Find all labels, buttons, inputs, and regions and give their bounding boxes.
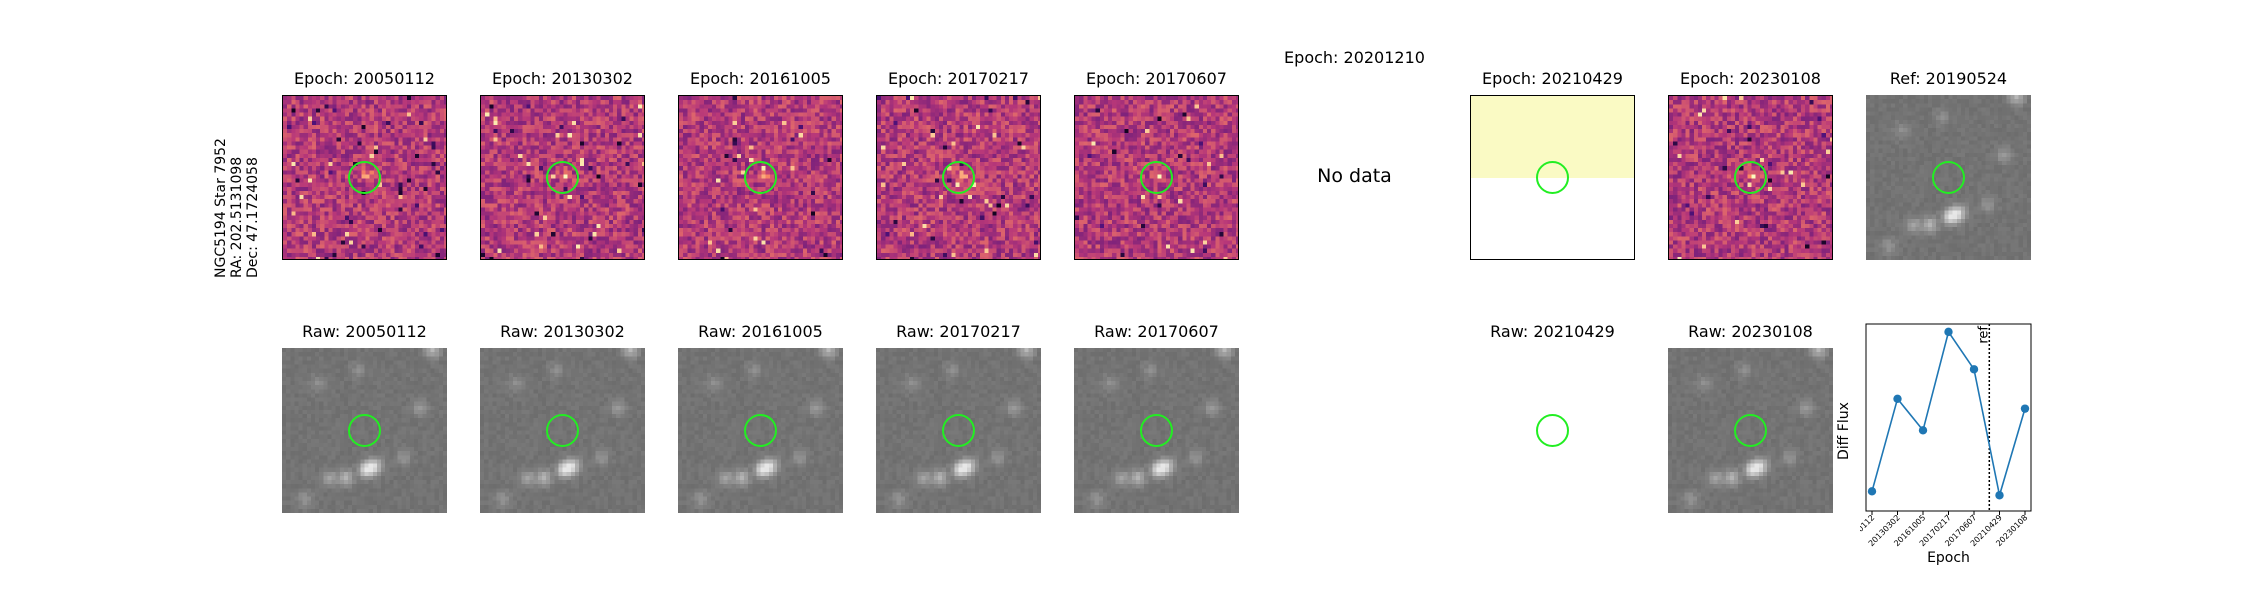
y-axis-label: Diff Flux [1836, 402, 1852, 460]
top_row-title-5: Epoch: 20201210 [1284, 48, 1425, 67]
aperture-circle [348, 161, 381, 194]
ref-label: ref [1976, 326, 1991, 344]
aperture-circle [744, 414, 777, 447]
aperture-circle [1140, 161, 1173, 194]
aperture-circle [348, 414, 381, 447]
aperture-circle [942, 414, 975, 447]
x-axis-label: Epoch [1927, 550, 1970, 566]
top_row-title-8: Ref: 20190524 [1890, 69, 2007, 88]
aperture-circle [1932, 161, 1965, 194]
data-point-20130302 [1893, 395, 1901, 403]
aperture-circle [546, 161, 579, 194]
series-line [1872, 332, 2025, 495]
light-curve-chart: ref2005011220130302201610052017021720170… [1860, 320, 2040, 600]
bottom_row-title-4: Raw: 20170607 [1094, 322, 1219, 341]
plot-frame [1866, 324, 2031, 511]
data-point-20170607 [1970, 365, 1978, 373]
star-dec: Dec: 47.1724058 [246, 157, 261, 278]
aperture-circle [546, 414, 579, 447]
top_row-title-4: Epoch: 20170607 [1086, 69, 1227, 88]
top_row-title-3: Epoch: 20170217 [888, 69, 1029, 88]
aperture-circle [744, 161, 777, 194]
aperture-circle [1536, 161, 1569, 194]
bottom_row-title-7: Raw: 20230108 [1688, 322, 1813, 341]
data-point-20050112 [1868, 487, 1876, 495]
aperture-circle [1734, 161, 1767, 194]
aperture-circle [1536, 414, 1569, 447]
top_row-title-6: Epoch: 20210429 [1482, 69, 1623, 88]
aperture-circle [1734, 414, 1767, 447]
top_row-title-7: Epoch: 20230108 [1680, 69, 1821, 88]
bottom_row-title-3: Raw: 20170217 [896, 322, 1021, 341]
bottom_row-title-1: Raw: 20130302 [500, 322, 625, 341]
bottom_row-title-6: Raw: 20210429 [1490, 322, 1615, 341]
top_row-title-1: Epoch: 20130302 [492, 69, 633, 88]
data-point-20210429 [1995, 491, 2003, 499]
no-data-label: No data [1317, 165, 1392, 187]
star-name: NGC5194 Star 7952 [214, 138, 229, 278]
data-point-20230108 [2021, 404, 2029, 412]
star-info-label: NGC5194 Star 7952 RA: 202.5131098 Dec: 4… [218, 108, 238, 278]
bottom_row-title-0: Raw: 20050112 [302, 322, 427, 341]
aperture-circle [942, 161, 975, 194]
bottom_row-title-2: Raw: 20161005 [698, 322, 823, 341]
data-point-20161005 [1919, 426, 1927, 434]
aperture-circle [1140, 414, 1173, 447]
star-ra: RA: 202.5131098 [230, 157, 245, 278]
data-point-20170217 [1944, 328, 1952, 336]
top_row-title-2: Epoch: 20161005 [690, 69, 831, 88]
top_row-title-0: Epoch: 20050112 [294, 69, 435, 88]
